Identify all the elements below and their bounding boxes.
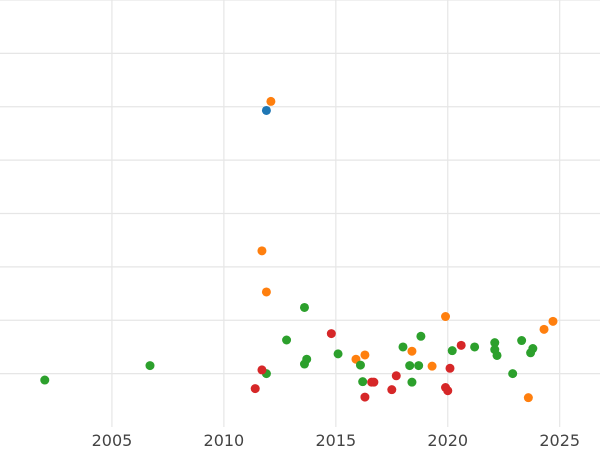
data-point	[490, 338, 500, 348]
data-point	[447, 346, 457, 356]
data-point	[282, 335, 292, 345]
data-point	[523, 393, 533, 403]
x-tick-label: 2025	[539, 431, 580, 450]
x-tick-labels: 2005 2010 2015 2020 2025	[92, 431, 580, 450]
data-point	[405, 361, 415, 371]
grid-lines	[0, 0, 600, 427]
data-point	[326, 329, 336, 339]
data-point	[391, 371, 401, 381]
data-point	[508, 369, 518, 379]
data-point	[441, 312, 451, 322]
data-point	[445, 363, 455, 373]
data-point	[302, 354, 312, 364]
x-tick-label: 2010	[204, 431, 245, 450]
data-point	[407, 377, 417, 387]
data-point	[398, 342, 408, 352]
data-point	[456, 340, 466, 350]
data-point	[261, 287, 271, 297]
data-point	[492, 350, 502, 360]
data-point	[355, 360, 365, 370]
data-point	[528, 344, 538, 354]
data-point	[266, 96, 276, 106]
data-point	[360, 350, 370, 360]
x-tick-label: 2020	[427, 431, 468, 450]
data-point	[416, 331, 426, 341]
data-point	[369, 377, 379, 387]
data-point	[333, 349, 343, 359]
data-point	[40, 375, 50, 385]
data-point	[548, 316, 558, 326]
data-point	[407, 346, 417, 356]
data-point	[250, 384, 260, 394]
data-point	[387, 385, 397, 395]
data-point	[360, 392, 370, 402]
data-point	[261, 105, 271, 115]
data-point	[539, 324, 549, 334]
data-point	[145, 361, 155, 371]
x-tick-label: 2015	[315, 431, 356, 450]
data-point	[257, 246, 267, 256]
data-point	[470, 342, 480, 352]
data-point	[358, 377, 368, 387]
data-point	[517, 336, 527, 346]
x-tick-label: 2005	[92, 431, 133, 450]
data-point	[299, 302, 309, 312]
data-point	[443, 386, 453, 396]
data-points	[40, 96, 558, 403]
data-point	[427, 361, 437, 371]
data-point	[414, 361, 424, 371]
data-point	[257, 365, 267, 375]
